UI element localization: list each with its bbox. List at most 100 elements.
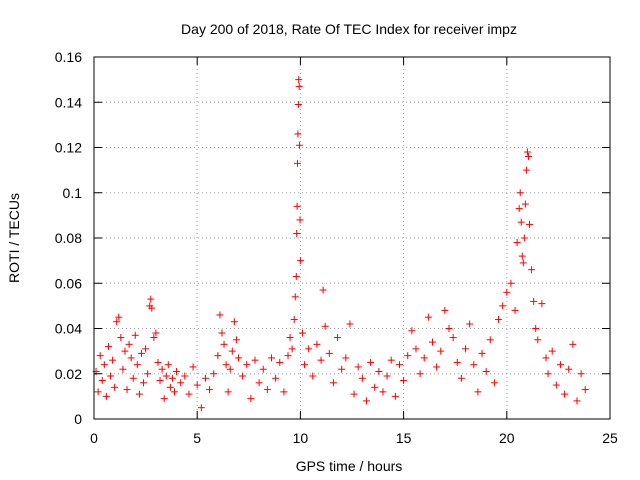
y-tick-label: 0.1	[63, 185, 83, 201]
data-point-marker	[346, 320, 354, 328]
x-axis-label: GPS time / hours	[296, 458, 403, 474]
data-point-marker	[437, 347, 445, 355]
y-tick-label: 0.14	[55, 94, 82, 110]
data-point-marker	[294, 130, 302, 138]
data-point-marker	[470, 361, 478, 369]
data-point-marker	[354, 363, 362, 371]
data-point-marker	[305, 345, 313, 353]
data-point-marker	[371, 383, 379, 391]
data-point-marker	[296, 141, 304, 149]
data-point-marker	[263, 386, 271, 394]
data-point-marker	[530, 297, 538, 305]
data-point-marker	[109, 356, 117, 364]
data-point-marker	[362, 397, 370, 405]
data-point-marker	[214, 352, 222, 360]
data-point-marker	[486, 336, 494, 344]
data-point-marker	[573, 397, 581, 405]
data-point-marker	[100, 361, 108, 369]
data-point-marker	[170, 388, 178, 396]
data-point-marker	[552, 381, 560, 389]
data-point-marker	[189, 363, 197, 371]
data-point-marker	[507, 279, 515, 287]
data-point-marker	[420, 354, 428, 362]
data-point-marker	[482, 367, 490, 375]
data-point-marker	[127, 354, 135, 362]
data-point-marker	[259, 365, 267, 373]
data-point-marker	[325, 349, 333, 357]
data-point-marker	[160, 395, 168, 403]
data-point-marker	[524, 153, 532, 161]
data-point-marker	[284, 352, 292, 360]
data-point-marker	[288, 345, 296, 353]
data-point-marker	[433, 363, 441, 371]
data-point-marker	[544, 370, 552, 378]
data-point-marker	[334, 334, 342, 342]
data-point-marker	[115, 313, 123, 321]
y-tick-label: 0.06	[55, 275, 82, 291]
data-point-marker	[222, 361, 230, 369]
x-tick-label: 10	[293, 430, 309, 446]
data-point-marker	[148, 304, 156, 312]
data-point-marker	[490, 379, 498, 387]
grid	[94, 57, 610, 419]
data-point-marker	[577, 370, 585, 378]
data-point-marker	[466, 320, 474, 328]
data-point-marker	[121, 347, 129, 355]
data-point-marker	[457, 374, 465, 382]
data-point-marker	[218, 329, 226, 337]
data-point-marker	[462, 345, 470, 353]
data-point-marker	[154, 358, 162, 366]
data-point-marker	[280, 388, 288, 396]
data-point-marker	[542, 354, 550, 362]
data-point-marker	[293, 229, 301, 237]
data-point-marker	[518, 252, 526, 260]
data-point-marker	[408, 327, 416, 335]
data-point-marker	[449, 334, 457, 342]
y-tick-label: 0.08	[55, 230, 82, 246]
data-point-marker	[216, 311, 224, 319]
data-point-marker	[404, 352, 412, 360]
data-point-marker	[298, 329, 306, 337]
y-tick-label: 0	[74, 411, 82, 427]
data-point-marker	[268, 354, 276, 362]
data-point-marker	[565, 365, 573, 373]
data-point-marker	[538, 300, 546, 308]
data-point-marker	[276, 358, 284, 366]
data-point-marker	[517, 218, 525, 226]
data-point-marker	[528, 266, 536, 274]
data-point-marker	[379, 388, 387, 396]
data-point-marker	[243, 361, 251, 369]
data-point-marker	[400, 377, 408, 385]
data-point-marker	[424, 313, 432, 321]
data-point-marker	[295, 82, 303, 90]
data-point-marker	[290, 315, 298, 323]
data-point-marker	[526, 220, 534, 228]
data-point-marker	[144, 370, 152, 378]
data-point-marker	[338, 365, 346, 373]
data-point-marker	[119, 365, 127, 373]
data-point-marker	[228, 347, 236, 355]
data-point-marker	[181, 372, 189, 380]
data-point-marker	[519, 259, 527, 267]
data-point-marker	[561, 390, 569, 398]
data-point-marker	[158, 365, 166, 373]
data-point-marker	[499, 302, 507, 310]
data-point-marker	[556, 361, 564, 369]
data-point-marker	[140, 379, 148, 387]
data-point-marker	[515, 205, 523, 213]
data-point-marker	[581, 386, 589, 394]
y-axis-label: ROTI / TECUs	[6, 193, 22, 283]
x-tick-label: 15	[396, 430, 412, 446]
data-point-marker	[286, 334, 294, 342]
y-axis-ticks: 0 0.02 0.04 0.06 0.08 0.1 0.12 0.14 0.16	[55, 49, 610, 427]
data-point-marker	[129, 374, 137, 382]
data-point-marker	[96, 352, 104, 360]
data-point-marker	[142, 345, 150, 353]
data-point-marker	[251, 356, 259, 364]
data-point-marker	[272, 374, 280, 382]
data-point-marker	[321, 322, 329, 330]
data-point-marker	[206, 386, 214, 394]
data-point-marker	[516, 189, 524, 197]
data-point-marker	[168, 374, 176, 382]
x-tick-label: 5	[193, 430, 201, 446]
